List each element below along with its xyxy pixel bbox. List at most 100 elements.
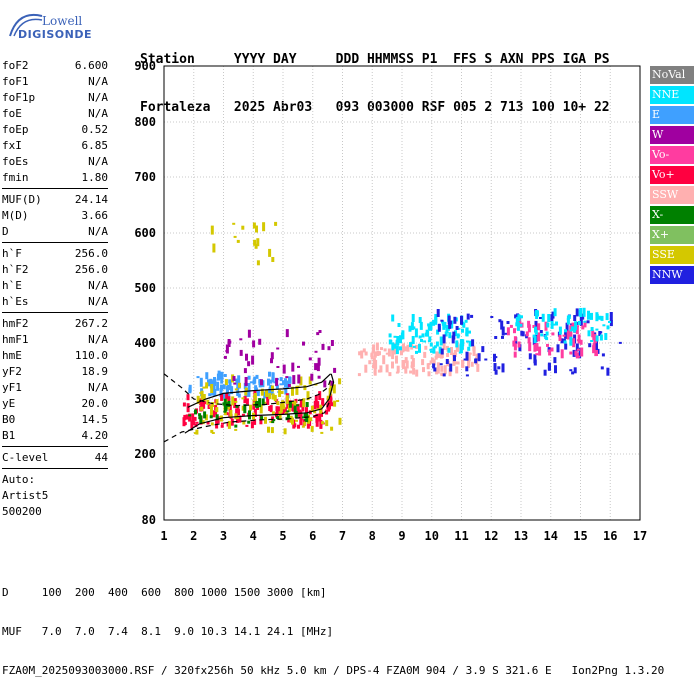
echo-mark (537, 347, 540, 351)
echo-mark (282, 364, 286, 374)
echo-mark (202, 399, 206, 409)
echo-mark (315, 420, 319, 427)
param-value: 6.600 (74, 59, 108, 72)
echo-mark (388, 333, 392, 338)
echo-mark (372, 360, 376, 364)
echo-mark (552, 323, 556, 326)
param-value: 4.20 (81, 429, 109, 442)
echo-mark (373, 355, 377, 358)
echo-mark (280, 391, 284, 394)
echo-mark (330, 380, 334, 386)
echo-mark (372, 344, 376, 354)
param-value: 44 (94, 451, 108, 464)
echo-mark (276, 366, 280, 368)
echo-mark (500, 320, 504, 330)
param-value: N/A (88, 75, 108, 88)
echo-mark (555, 321, 558, 326)
param-row: h`F2 256.0 (2, 262, 108, 278)
echo-mark (440, 348, 444, 355)
echo-mark (560, 349, 564, 359)
echo-mark (268, 248, 272, 257)
echo-mark (572, 349, 576, 357)
echo-mark (399, 346, 402, 351)
echo-mark (440, 365, 444, 372)
echo-mark (582, 307, 586, 317)
echo-mark (525, 331, 529, 337)
param-label: foE (2, 107, 22, 120)
echo-mark (551, 311, 555, 319)
echo-mark (252, 222, 256, 229)
echo-mark (383, 348, 387, 352)
echo-mark (475, 354, 479, 359)
f2-model-trace (163, 373, 332, 407)
echo-mark (321, 421, 325, 425)
echo-mark (198, 398, 202, 402)
echo-mark (467, 359, 470, 368)
echo-mark (430, 357, 434, 362)
x-tick-label: 12 (484, 529, 498, 543)
echo-mark (544, 321, 548, 331)
echo-mark (236, 416, 240, 420)
echo-mark (228, 381, 232, 391)
echo-mark (205, 385, 208, 389)
echo-mark (286, 380, 290, 389)
echo-mark (436, 369, 440, 374)
param-row: hmE 110.0 (2, 348, 108, 364)
x-tick-label: 11 (454, 529, 468, 543)
echo-mark (249, 381, 253, 384)
param-row: yF2 18.9 (2, 364, 108, 380)
file-footer: FZA0M_2025093003000.RSF / 320fx256h 50 k… (2, 664, 665, 677)
echo-mark (209, 379, 213, 389)
echo-mark (537, 332, 541, 342)
echo-mark (207, 379, 210, 387)
echo-mark (455, 340, 459, 348)
echo-mark (209, 415, 213, 419)
echo-mark (226, 386, 229, 396)
echo-mark (183, 414, 187, 420)
echo-mark (440, 336, 444, 340)
echo-mark (583, 321, 587, 328)
echo-mark (278, 411, 282, 421)
echo-mark (310, 373, 314, 381)
echo-mark (514, 314, 518, 319)
echo-mark (185, 415, 189, 420)
echo-mark (404, 357, 408, 364)
echo-mark (253, 393, 257, 401)
echo-mark (517, 314, 521, 322)
echo-mark (225, 344, 229, 354)
echo-mark (247, 375, 251, 380)
echo-mark (291, 402, 295, 412)
echo-mark (466, 313, 470, 320)
echo-mark (453, 355, 456, 362)
echo-mark (252, 402, 256, 407)
echo-mark (470, 314, 474, 318)
echo-mark (421, 333, 425, 338)
echo-mark (285, 329, 289, 338)
echo-mark (519, 323, 523, 327)
legend-item: X- (650, 206, 694, 224)
echo-mark (544, 335, 548, 339)
echo-mark (509, 324, 513, 328)
y-tick-label: 200 (134, 447, 156, 461)
echo-mark (468, 340, 472, 347)
echo-mark (554, 365, 557, 374)
echo-mark (223, 355, 227, 359)
y-tick-label: 400 (134, 336, 156, 350)
echo-mark (227, 400, 231, 407)
echo-mark (433, 367, 437, 372)
echo-mark (358, 351, 362, 356)
echo-mark (564, 329, 567, 333)
param-label: h`E (2, 279, 22, 292)
echo-mark (577, 321, 581, 325)
echo-mark (259, 404, 263, 414)
param-label: C-level (2, 451, 49, 464)
echo-mark (195, 421, 199, 424)
echo-mark (573, 367, 577, 374)
echo-mark (295, 385, 299, 395)
echo-mark (609, 320, 613, 327)
echo-mark (547, 314, 551, 322)
param-row: yE 20.0 (2, 396, 108, 412)
echo-mark (256, 389, 260, 393)
echo-mark (580, 347, 584, 357)
param-row: hmF1 N/A (2, 332, 108, 348)
